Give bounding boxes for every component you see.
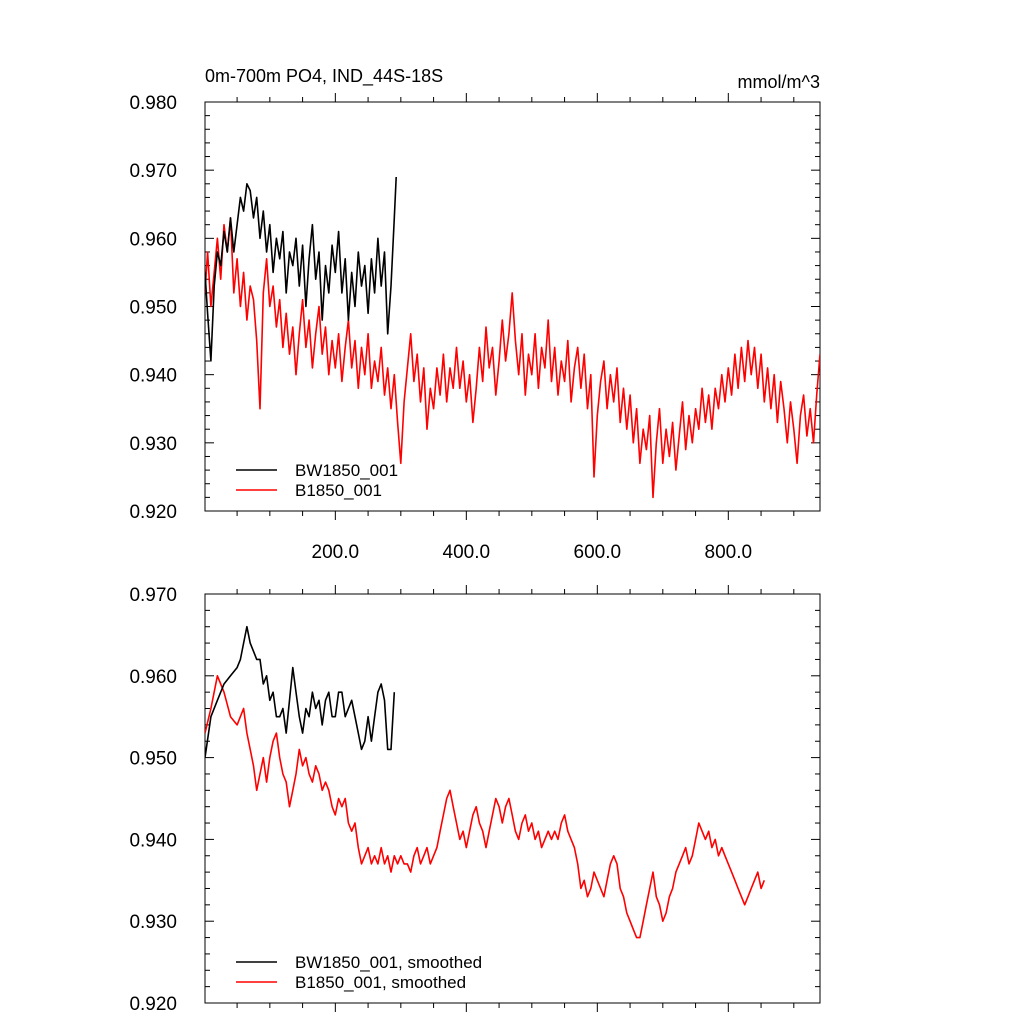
- y-tick-label: 0.970: [129, 585, 177, 606]
- y-tick-label: 0.940: [129, 366, 177, 387]
- x-tick-label: 400.0: [443, 542, 491, 563]
- y-tick-label: 0.950: [129, 749, 177, 770]
- legend-label-1: B1850_001, smoothed: [295, 973, 466, 992]
- top-panel: 0.920 0.930 0.940 0.950 0.960 0.970 0.980 200.0…: [129, 66, 821, 563]
- series-line-1: [205, 675, 766, 939]
- series-line-1: [205, 217, 820, 499]
- series-line-0: [205, 625, 396, 758]
- y-tick-label: 0.960: [129, 667, 177, 688]
- legend-label-0: BW1850_001, smoothed: [295, 953, 482, 972]
- units-label: mmol/m^3: [738, 72, 820, 92]
- x-tick-label: 800.0: [705, 542, 753, 563]
- plot-frame: [204, 593, 821, 1004]
- y-tick-label: 0.970: [129, 161, 177, 182]
- y-tick-label: 0.980: [129, 93, 177, 114]
- y-tick-label: 0.960: [129, 229, 177, 250]
- legend-label-1: B1850_001: [295, 481, 382, 500]
- y-tick-label: 0.940: [129, 830, 177, 851]
- legend-label-0: BW1850_001: [295, 461, 398, 480]
- x-tick-label: 200.0: [312, 542, 360, 563]
- x-tick-label: 600.0: [574, 542, 622, 563]
- bottom-panel: 0.920 0.930 0.940 0.950 0.960 0.970 BW1850_001…: [129, 585, 821, 1015]
- y-tick-label: 0.920: [129, 502, 177, 523]
- series-line-0: [205, 176, 397, 362]
- chart-title: 0m-700m PO4, IND_44S-18S: [205, 66, 443, 87]
- y-tick-label: 0.950: [129, 298, 177, 319]
- y-tick-label: 0.930: [129, 912, 177, 933]
- y-tick-label: 0.920: [129, 994, 177, 1015]
- y-tick-label: 0.930: [129, 434, 177, 455]
